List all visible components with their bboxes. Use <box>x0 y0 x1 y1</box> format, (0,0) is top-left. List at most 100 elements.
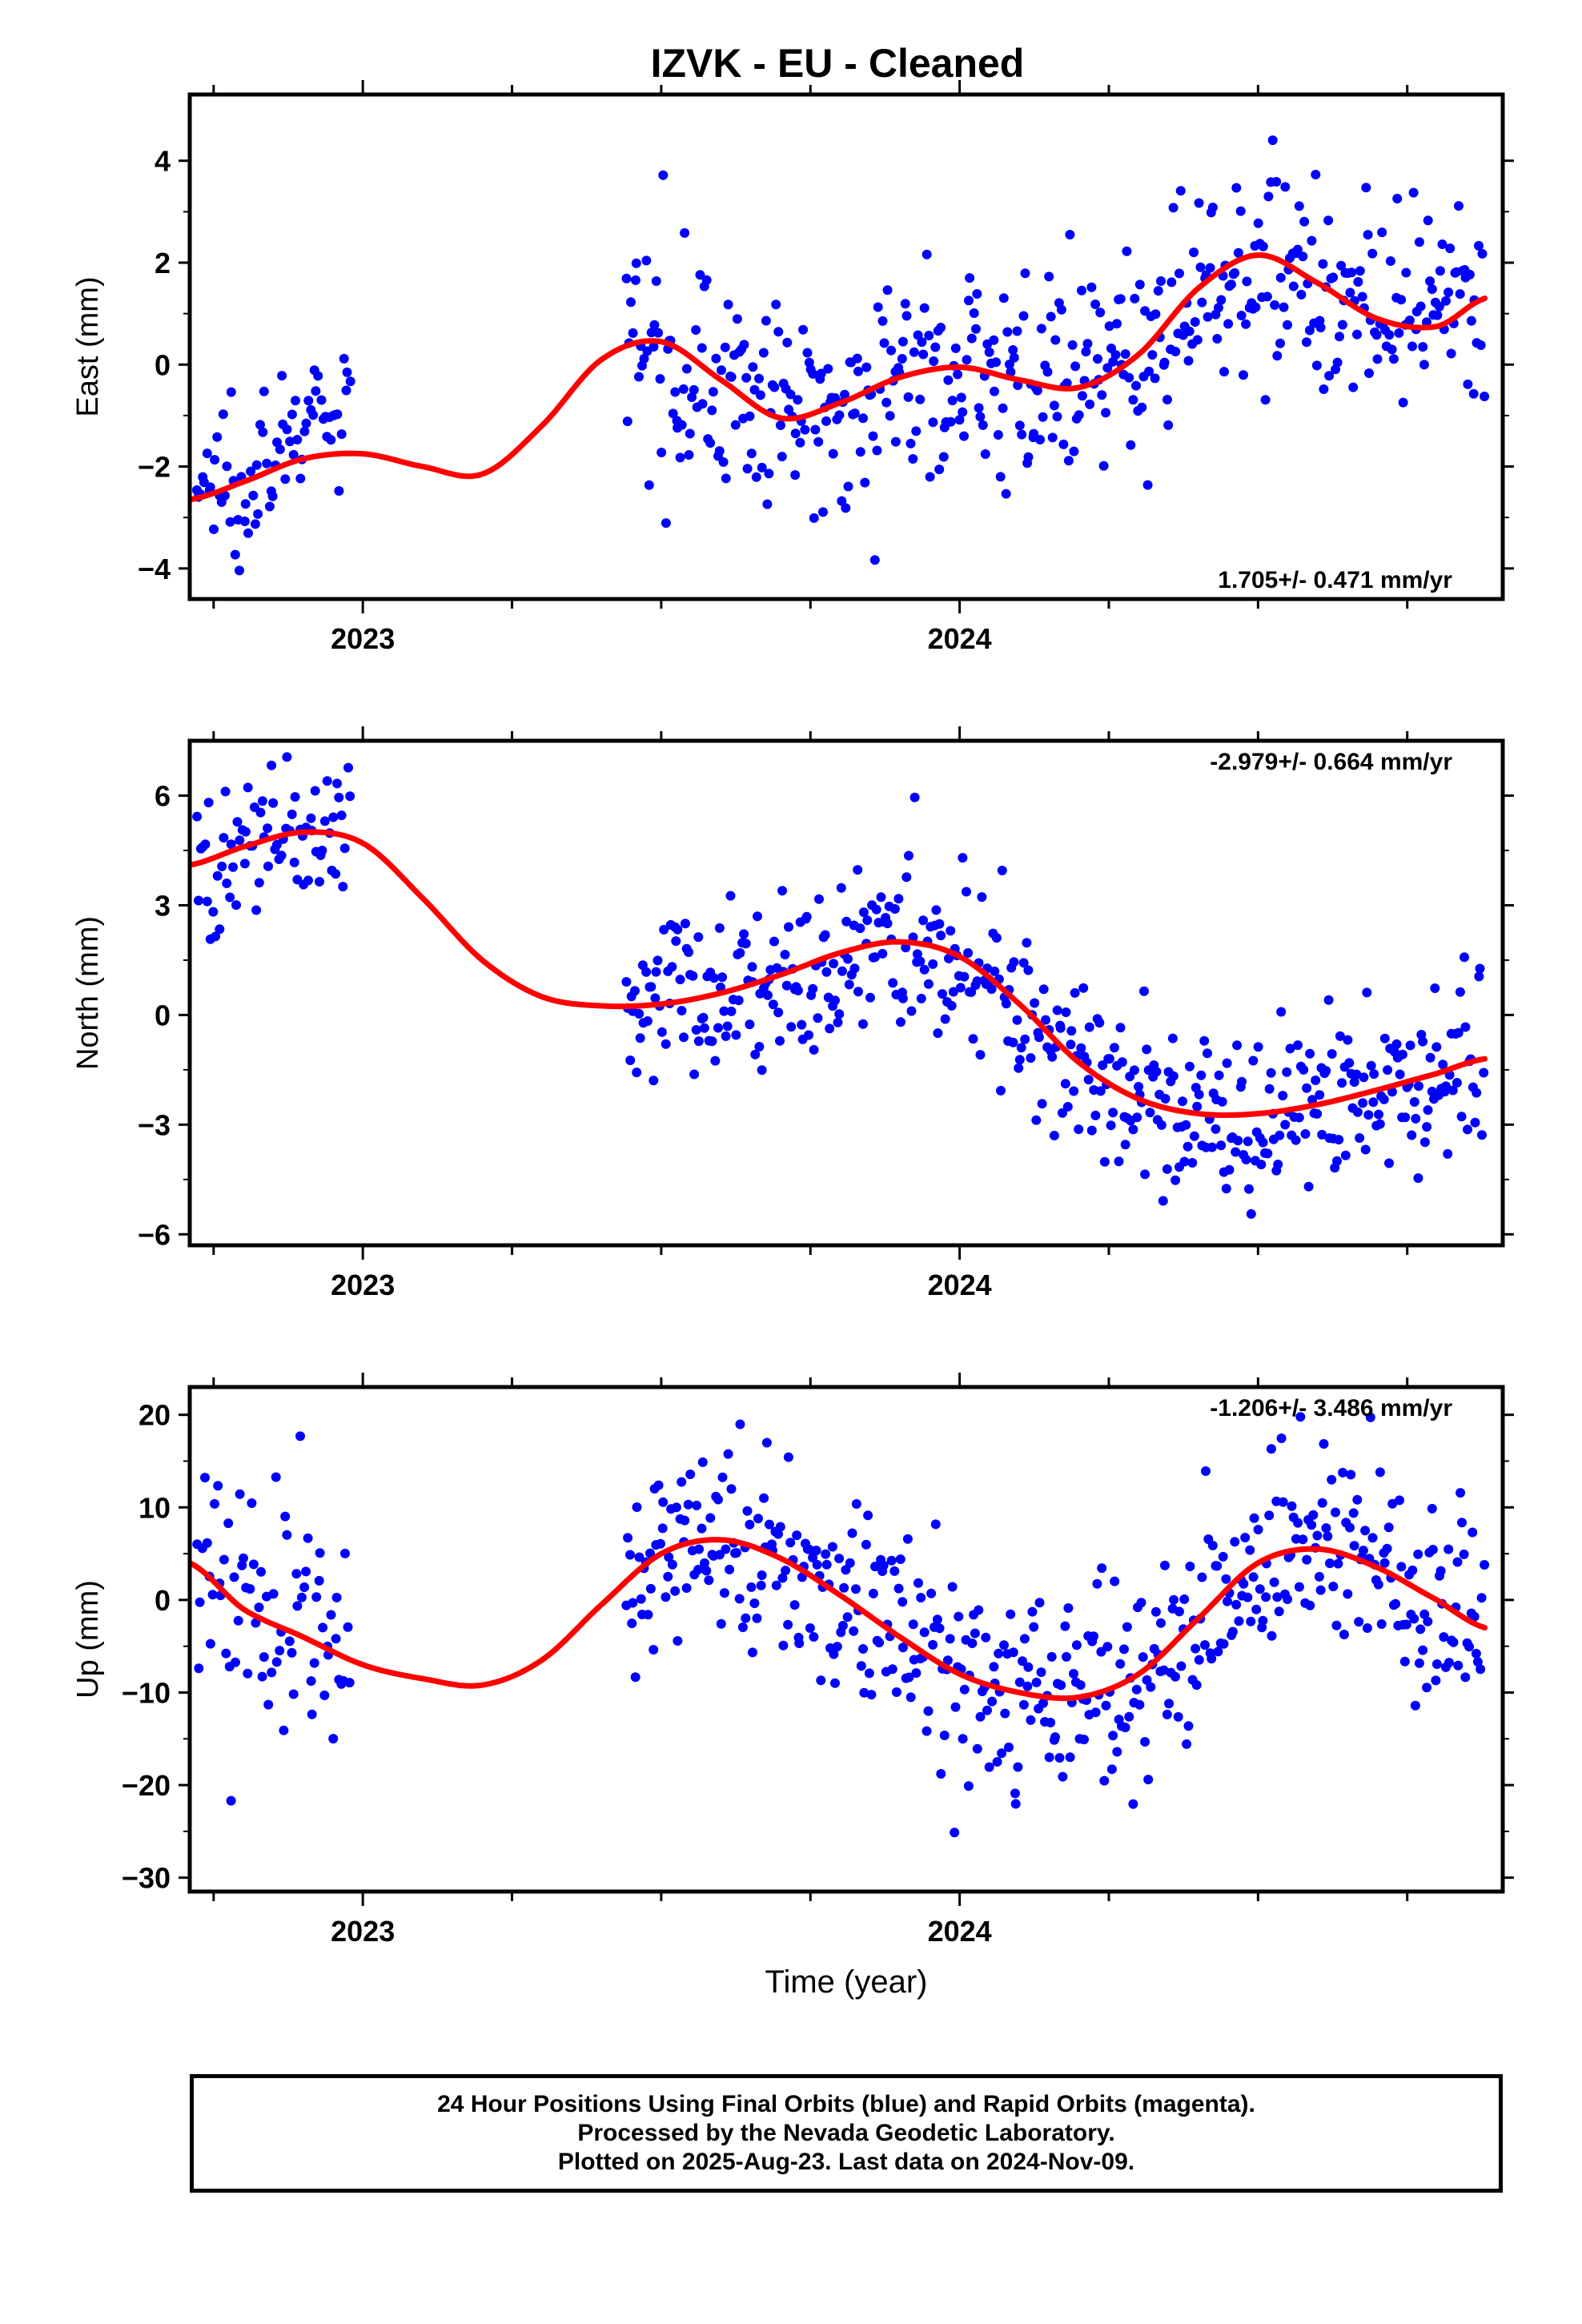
up-point <box>1245 1545 1255 1555</box>
north-point <box>656 1027 667 1037</box>
north-point <box>986 984 997 995</box>
up-point <box>205 1638 215 1649</box>
east-point <box>1423 215 1433 226</box>
north-point <box>1037 1099 1047 1109</box>
north-point <box>719 1006 729 1016</box>
east-point <box>230 549 240 560</box>
east-point <box>1002 327 1013 337</box>
up-point <box>1338 1467 1348 1478</box>
east-point <box>680 227 690 238</box>
up-point <box>1036 1667 1046 1678</box>
up-point <box>667 1559 677 1570</box>
east-point <box>897 336 908 347</box>
up-point <box>1468 1527 1478 1538</box>
up-point <box>1164 1699 1174 1709</box>
east-point <box>853 366 863 376</box>
up-point <box>1333 1558 1343 1569</box>
east-point <box>991 357 1002 368</box>
east-point <box>1345 287 1355 298</box>
east-point <box>1446 348 1456 359</box>
north-point <box>303 875 313 886</box>
east-point <box>993 430 1003 440</box>
east-point <box>235 565 244 576</box>
up-point <box>745 1519 755 1530</box>
north-point <box>958 853 968 863</box>
east-point <box>861 362 872 372</box>
up-point <box>645 1583 656 1594</box>
up-point <box>231 1657 240 1667</box>
up-point <box>913 1578 923 1588</box>
up-point <box>645 1548 655 1558</box>
east-point <box>678 384 689 394</box>
up-point <box>251 1618 261 1628</box>
east-point <box>1207 203 1218 212</box>
up-point <box>749 1598 760 1608</box>
north-point <box>1055 1023 1066 1033</box>
up-fit-curve <box>190 1537 1488 1702</box>
up-point <box>1071 1640 1082 1651</box>
north-point <box>923 979 934 989</box>
up-point <box>1097 1563 1107 1574</box>
east-point <box>1038 412 1048 422</box>
up-point <box>632 1502 642 1512</box>
up-point <box>1120 1723 1130 1733</box>
north-point <box>1419 1137 1430 1148</box>
east-point <box>1377 227 1387 238</box>
north-point <box>679 1032 689 1043</box>
north-point <box>1477 1130 1487 1140</box>
up-point <box>1459 1549 1469 1559</box>
up-point <box>259 1652 269 1663</box>
east-point <box>810 424 821 435</box>
east-point <box>1035 435 1046 444</box>
east-point <box>218 409 228 420</box>
east-point <box>990 386 999 396</box>
east-point <box>950 343 961 353</box>
east-point <box>1242 276 1252 287</box>
up-point <box>705 1513 716 1523</box>
north-point <box>630 986 640 996</box>
up-point <box>1419 1609 1430 1619</box>
north-point <box>1430 983 1440 993</box>
north-point <box>849 963 860 974</box>
east-point <box>292 435 303 444</box>
up-point <box>916 1593 926 1602</box>
east-point <box>1455 289 1465 300</box>
east-point <box>1195 262 1206 272</box>
east-point <box>881 397 892 408</box>
north-point <box>290 792 300 802</box>
up-point <box>1319 1439 1329 1449</box>
north-point <box>1256 1160 1267 1170</box>
east-point <box>813 436 824 447</box>
east-point <box>918 349 929 360</box>
east-point <box>974 403 984 413</box>
east-point <box>253 509 263 519</box>
up-point <box>1323 1531 1333 1542</box>
east-point <box>1384 330 1395 340</box>
up-point <box>693 1565 704 1574</box>
up-point <box>1106 1764 1117 1775</box>
north-point <box>1405 1040 1415 1051</box>
east-point <box>714 446 725 456</box>
east-point <box>890 436 901 447</box>
east-point <box>621 273 632 283</box>
north-point <box>271 839 282 850</box>
east-point <box>782 337 793 348</box>
east-point <box>1162 395 1172 404</box>
north-point <box>1344 1058 1355 1068</box>
north-point <box>1422 1122 1432 1132</box>
east-point <box>1090 300 1101 309</box>
north-x-tick-label: 2023 <box>331 1269 395 1301</box>
north-point <box>1222 1058 1232 1068</box>
north-point <box>215 924 225 935</box>
north-point <box>1047 1051 1058 1062</box>
up-point <box>194 1663 204 1674</box>
up-point <box>832 1642 842 1652</box>
east-y-tick-label: 2 <box>155 247 171 279</box>
east-point <box>897 354 907 364</box>
up-point <box>279 1725 289 1735</box>
north-point <box>763 990 773 1000</box>
up-point <box>1249 1513 1259 1523</box>
north-point <box>254 878 264 888</box>
east-point <box>1067 340 1078 350</box>
up-point <box>296 1592 307 1602</box>
